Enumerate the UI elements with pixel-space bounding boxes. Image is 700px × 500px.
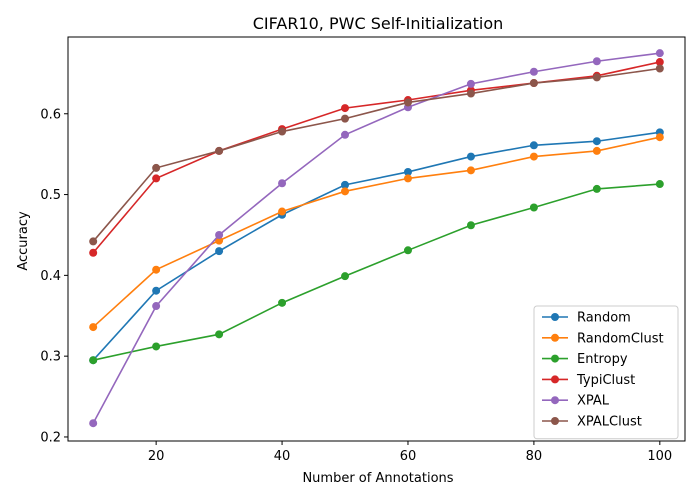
y-tick-label: 0.6 [40, 107, 61, 122]
data-point [403, 167, 412, 176]
data-point [529, 141, 538, 150]
legend-label: Entropy [577, 352, 628, 367]
legend-item-typiclust: TypiClust [542, 373, 635, 388]
data-point [89, 356, 98, 365]
series-xpalclust [89, 64, 664, 246]
data-point [655, 64, 664, 73]
x-axis-title: Number of Annotations [302, 471, 453, 486]
data-point [89, 419, 98, 428]
series-line-xpalclust [92, 67, 660, 242]
series-line-entropy [93, 183, 660, 361]
x-tick-label: 60 [400, 449, 417, 464]
legend-marker [551, 313, 559, 321]
data-point [341, 130, 350, 139]
data-point [655, 49, 664, 58]
legend-label: XPAL [577, 394, 610, 409]
series-randomclust [89, 133, 664, 332]
data-point [341, 114, 350, 123]
legend-marker [551, 417, 559, 425]
data-point [215, 230, 224, 239]
legend-marker [551, 354, 559, 363]
data-point [655, 180, 664, 189]
legend-label: XPALClust [577, 415, 642, 430]
plot-area [89, 49, 664, 428]
data-point [215, 236, 224, 245]
data-point [215, 146, 224, 155]
legend-item-random: Random [542, 311, 631, 326]
x-tick-label: 100 [647, 449, 672, 464]
legend-label: RandomClust [577, 331, 664, 346]
legend: Random RandomClust Entropy TypiClust XPAL XPA… [533, 305, 679, 440]
data-point [403, 246, 412, 255]
data-point [152, 174, 161, 183]
legend-item-xpal: XPAL [542, 394, 610, 409]
legend-box [533, 305, 679, 440]
data-point [466, 89, 475, 98]
data-point [152, 342, 161, 351]
axes-frame [67, 36, 686, 442]
legend-label: TypiClust [576, 373, 635, 388]
legend-marker [551, 396, 559, 405]
data-point [592, 184, 601, 193]
x-tick-label: 40 [274, 449, 291, 464]
y-tick-label: 0.4 [40, 269, 61, 284]
data-point [592, 73, 601, 82]
data-point [466, 166, 475, 175]
data-point [89, 323, 98, 332]
series-xpal [89, 49, 664, 428]
data-point [592, 137, 601, 146]
data-point [152, 286, 161, 295]
data-point [529, 152, 538, 161]
data-point [341, 104, 350, 113]
series-line-typiclust [92, 61, 660, 254]
data-point [466, 152, 475, 161]
y-tick-label: 0.2 [40, 430, 61, 445]
data-point [655, 133, 664, 142]
legend-item-entropy: Entropy [542, 352, 628, 367]
data-point [592, 57, 601, 66]
data-point [341, 272, 350, 281]
data-point [529, 203, 538, 212]
series-entropy [89, 180, 664, 365]
legend-label: Random [577, 311, 631, 326]
data-point [529, 79, 538, 88]
data-point [592, 146, 601, 155]
data-point [278, 127, 287, 136]
data-point [152, 265, 161, 274]
y-tick-label: 0.3 [40, 350, 61, 365]
data-point [278, 207, 287, 216]
data-point [89, 237, 98, 246]
data-point [403, 98, 412, 107]
legend-marker [551, 333, 559, 342]
data-point [89, 248, 98, 257]
x-tick-label: 20 [148, 449, 165, 464]
data-point [403, 174, 412, 183]
data-point [215, 247, 224, 256]
y-axis-title: Accuracy [16, 211, 31, 271]
data-point [529, 67, 538, 76]
axes: 20 40 60 80 100 0.2 0.3 0.4 0.5 0.6 [40, 36, 686, 464]
series-line-xpal [92, 52, 660, 424]
data-point [341, 187, 350, 196]
data-point [278, 179, 287, 188]
data-point [466, 221, 475, 230]
data-point [278, 298, 287, 307]
y-tick-label: 0.5 [40, 188, 61, 203]
series-line-randomclust [92, 136, 660, 328]
legend-marker [551, 375, 559, 384]
data-point [466, 79, 475, 88]
data-point [655, 58, 664, 67]
x-tick-label: 80 [526, 449, 543, 464]
data-point [341, 180, 350, 189]
legend-item-randomclust: RandomClust [542, 331, 664, 346]
data-point [152, 302, 161, 311]
series-typiclust [89, 58, 664, 257]
chart-title: CIFAR10, PWC Self-Initialization [253, 14, 504, 33]
data-point [152, 163, 161, 172]
data-point [215, 330, 224, 339]
legend-item-xpalclust: XPALClust [542, 415, 642, 430]
